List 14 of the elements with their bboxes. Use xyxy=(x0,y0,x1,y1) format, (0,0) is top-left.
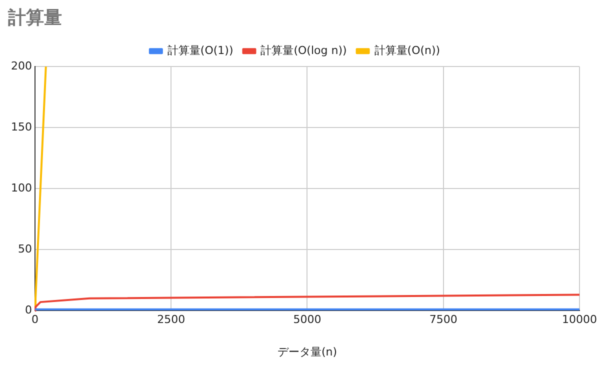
legend-label: 計算量(O(log n)) xyxy=(260,44,347,57)
legend-label: 計算量(O(n)) xyxy=(374,44,440,57)
x-tick-label: 2500 xyxy=(157,313,186,326)
legend-label: 計算量(O(1)) xyxy=(167,44,234,57)
y-tick-label: 50 xyxy=(18,242,32,256)
y-tick-label: 100 xyxy=(10,181,32,194)
x-tick-label: 7500 xyxy=(429,313,458,326)
x-axis-title: データ量(n) xyxy=(277,345,338,358)
x-tick-label: 10000 xyxy=(562,313,598,326)
y-tick-label: 0 xyxy=(24,303,32,316)
x-tick-label: 5000 xyxy=(293,313,322,326)
y-tick-label: 200 xyxy=(10,59,32,72)
y-tick-label: 150 xyxy=(10,120,32,134)
chart-title: 計算量 xyxy=(7,7,62,28)
